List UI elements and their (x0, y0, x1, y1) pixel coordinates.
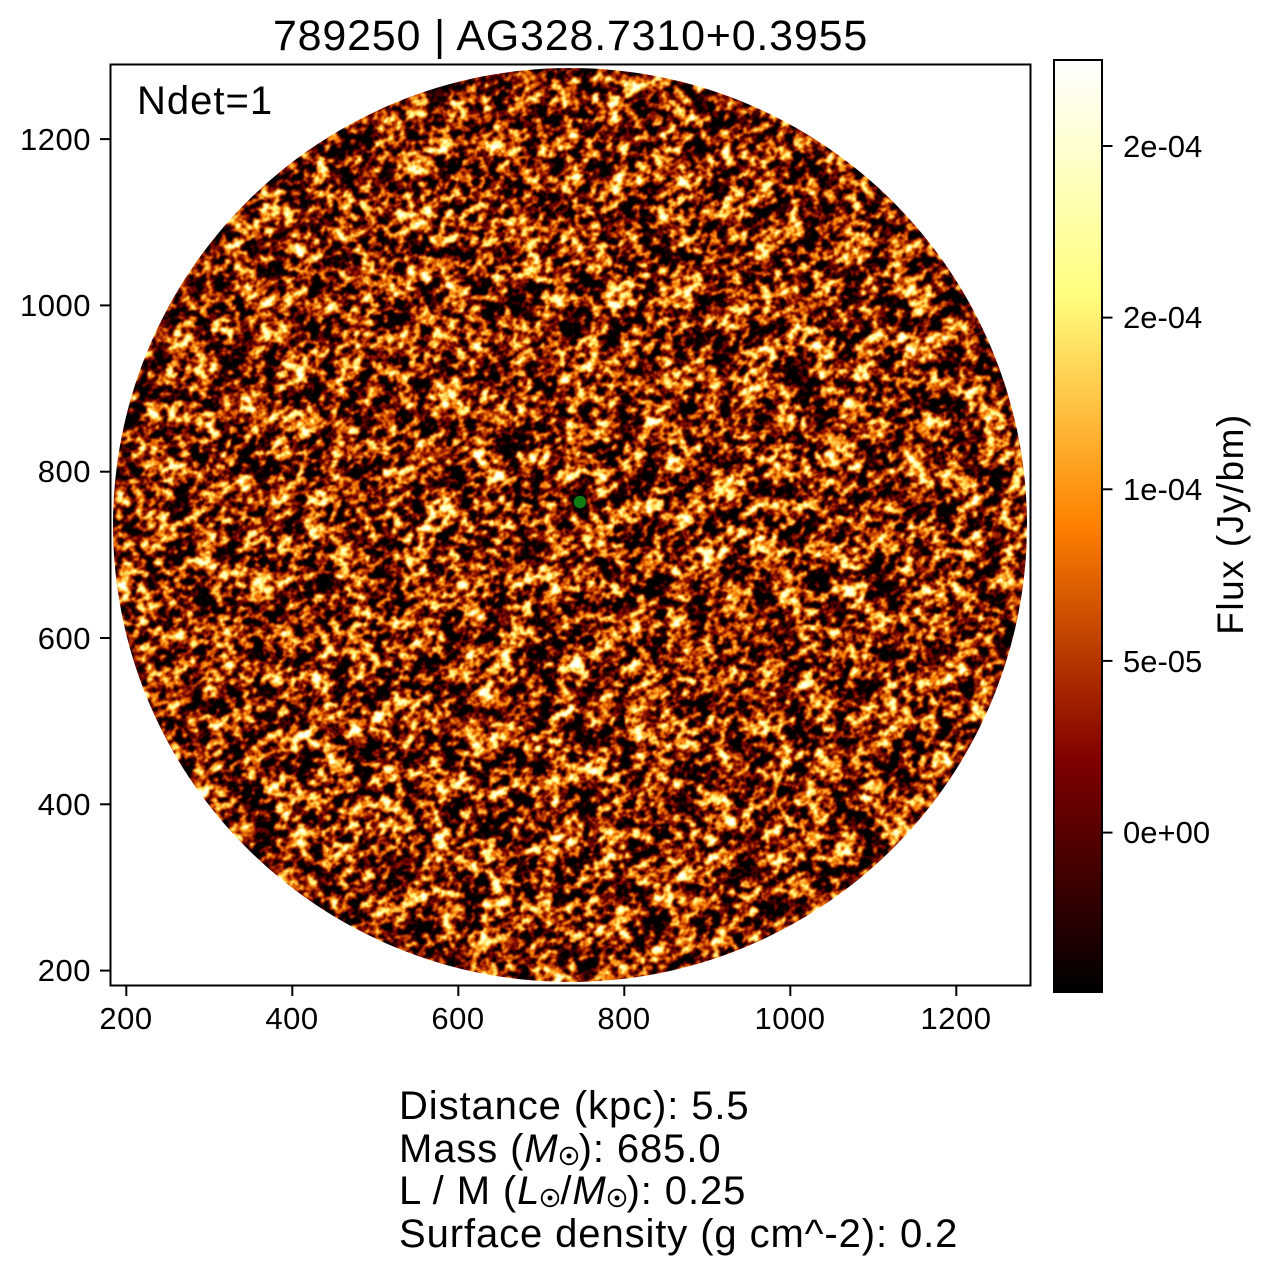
svg-text:Flux (Jy/bm): Flux (Jy/bm) (1210, 413, 1251, 635)
